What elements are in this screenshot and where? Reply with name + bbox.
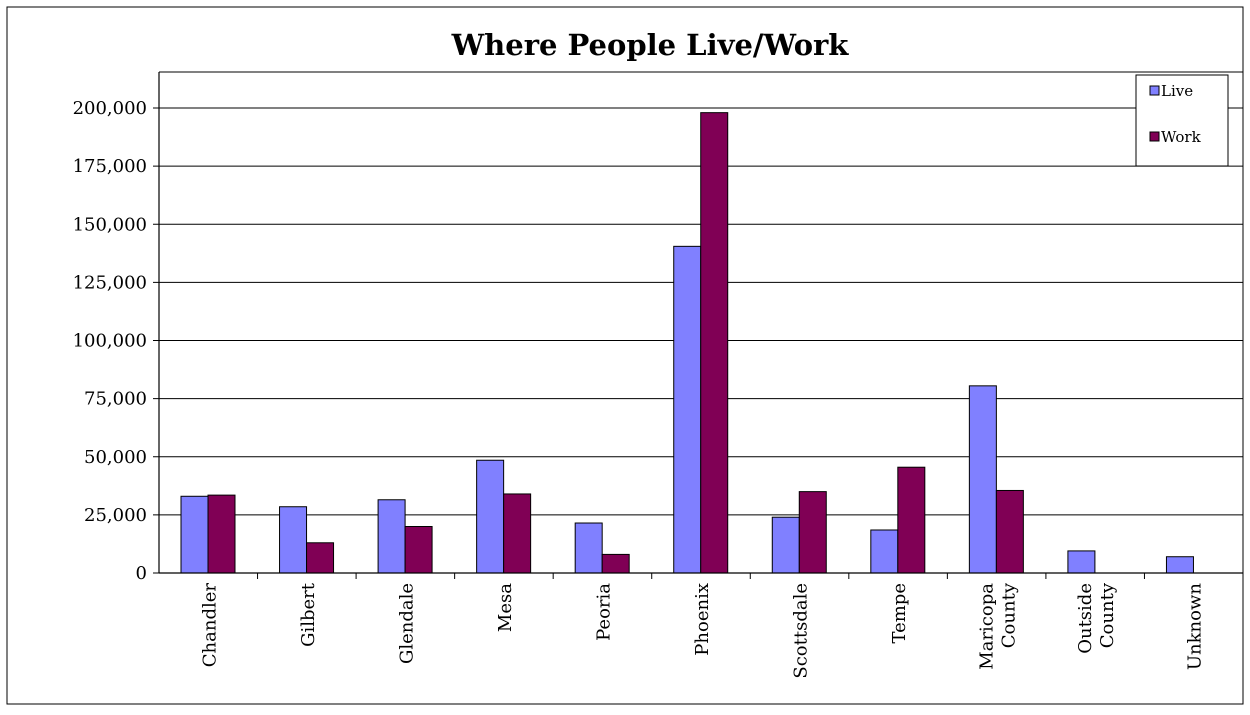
y-tick-label: 200,000 [73, 98, 147, 119]
bar-live [1165, 556, 1194, 574]
y-tick-labels: 0 25,000 50,000 75,000 100,000 125,000 150,000… [73, 98, 147, 584]
bar-work [207, 494, 236, 574]
bars [180, 112, 1194, 574]
y-tick-label: 125,000 [73, 272, 147, 293]
x-tick-label: Glendale [396, 583, 417, 664]
bar-live [771, 516, 800, 574]
bar-live [1067, 550, 1096, 574]
bar-live [377, 499, 406, 574]
y-tick-label: 25,000 [84, 505, 147, 526]
bar-work [404, 526, 433, 574]
bar-work [995, 489, 1024, 574]
x-tick-label: Gilbert [298, 582, 319, 647]
x-tick-label: Outside [1075, 583, 1096, 654]
bar-work [897, 466, 926, 574]
legend: Live Work [1135, 74, 1229, 167]
x-tick-labels: Chandler Gilbert Glendale Mesa Peoria Phoenix… [199, 582, 1205, 678]
bar-live [968, 385, 997, 574]
x-tick-label: County [999, 582, 1020, 648]
bar-live [476, 459, 505, 574]
y-tick-label: 50,000 [84, 447, 147, 468]
bar-work [503, 493, 532, 574]
y-tick-label: 100,000 [73, 331, 147, 352]
bar-work [601, 553, 630, 574]
x-tick-label: County [1097, 582, 1118, 648]
bar-live [870, 529, 899, 574]
x-tick-label: Tempe [889, 583, 910, 644]
legend-label-live: Live [1161, 82, 1193, 100]
bar-work [306, 542, 335, 574]
axes [153, 71, 1243, 579]
bar-live [279, 506, 308, 574]
chart-outer-frame [6, 6, 1244, 705]
legend-swatch-work [1149, 131, 1160, 142]
x-tick-label: Chandler [199, 583, 220, 668]
y-tick-label: 150,000 [73, 214, 147, 235]
x-tick-label: Phoenix [692, 583, 713, 656]
x-tick-label: Maricopa [977, 583, 998, 670]
x-tick-label: Scottsdale [791, 583, 812, 679]
y-tick-label: 175,000 [73, 156, 147, 177]
bar-work [798, 491, 827, 574]
legend-label-work: Work [1161, 128, 1202, 146]
x-tick-label: Peoria [593, 583, 614, 641]
chart-title: Where People Live/Work [451, 28, 850, 62]
bar-work [700, 112, 729, 574]
x-tick-label: Mesa [495, 583, 516, 632]
x-tick-label: Unknown [1185, 583, 1206, 671]
y-tick-label: 0 [136, 563, 147, 584]
bar-live [574, 522, 603, 574]
y-tick-label: 75,000 [84, 389, 147, 410]
bar-live [673, 245, 702, 574]
legend-swatch-live [1149, 85, 1160, 96]
bar-live [180, 495, 209, 574]
